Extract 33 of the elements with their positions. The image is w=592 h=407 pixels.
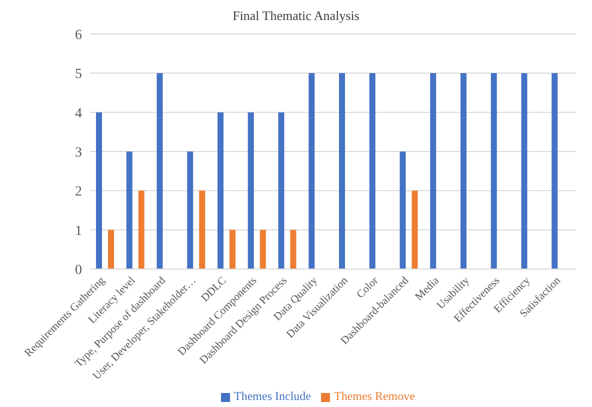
legend-label: Themes Remove: [334, 389, 415, 403]
bar: [412, 190, 418, 269]
bar: [156, 73, 163, 269]
bar: [490, 73, 497, 269]
bar: [290, 230, 296, 269]
bar: [199, 190, 206, 269]
bar: [339, 73, 345, 269]
bar: [230, 230, 236, 269]
bar: [218, 112, 224, 269]
y-tick-label: 3: [75, 145, 82, 160]
bar: [521, 73, 528, 269]
bar: [308, 73, 315, 269]
bar: [248, 112, 254, 269]
bar: [552, 73, 558, 269]
y-tick-label: 6: [75, 28, 82, 43]
bar: [260, 230, 266, 269]
y-tick-label: 0: [75, 262, 82, 278]
bar: [187, 152, 194, 269]
bar: [138, 190, 144, 269]
y-tick-label: 5: [75, 67, 82, 82]
y-tick-label: 4: [75, 106, 82, 122]
bar: [96, 112, 102, 269]
bar: [430, 73, 436, 269]
bar: [108, 230, 114, 269]
chart-title: Final Thematic Analysis: [232, 8, 360, 24]
y-tick-label: 2: [75, 184, 82, 200]
bar: [369, 73, 376, 269]
bar: [278, 112, 284, 269]
bar: [400, 152, 406, 269]
bar: [126, 152, 132, 269]
bar: [460, 73, 466, 269]
y-tick-label: 1: [75, 224, 82, 239]
legend-label: Themes Include: [234, 389, 311, 403]
